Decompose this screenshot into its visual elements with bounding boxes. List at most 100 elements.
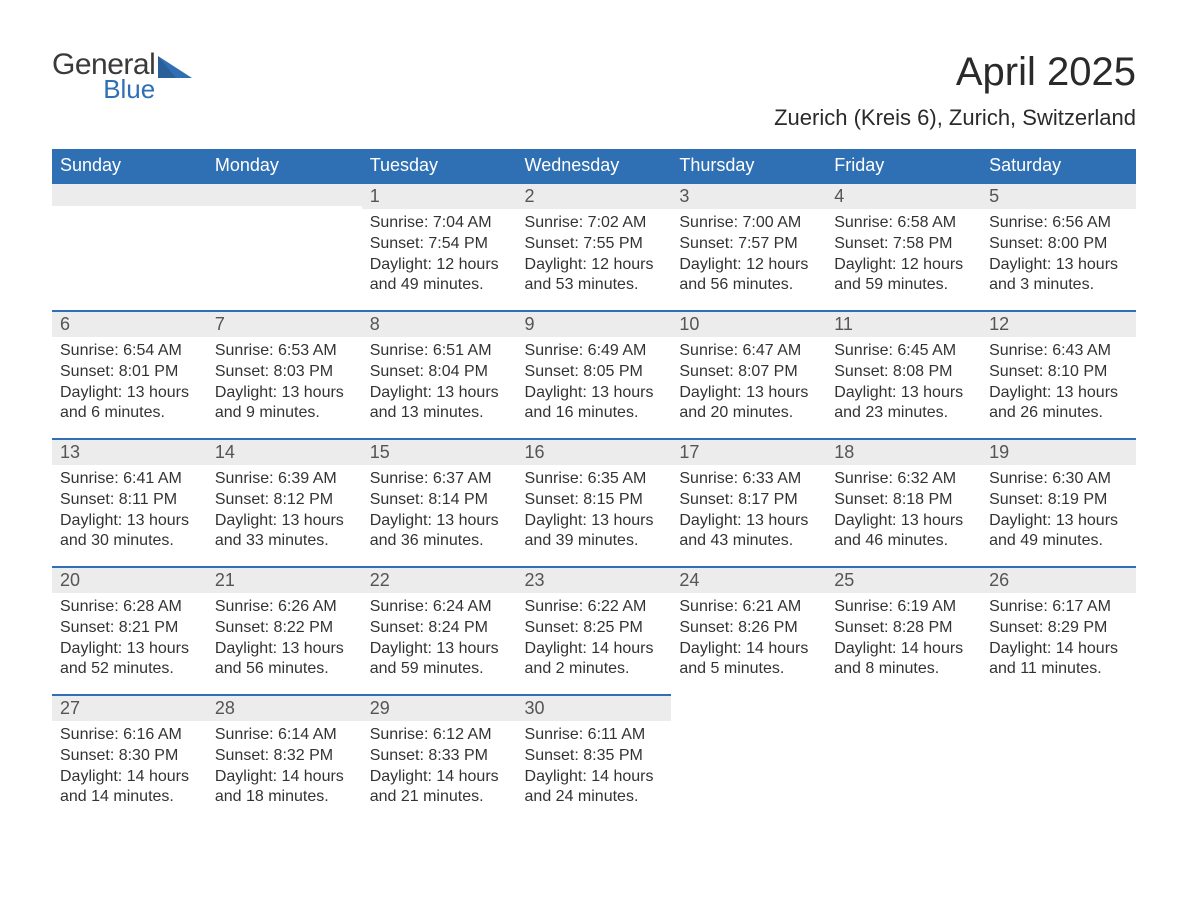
sunrise-text: Sunrise: 6:54 AM xyxy=(60,341,199,362)
day-data: Sunrise: 6:54 AMSunset: 8:01 PMDaylight:… xyxy=(52,337,207,430)
sunrise-text: Sunrise: 6:24 AM xyxy=(370,597,509,618)
day-data: Sunrise: 6:53 AMSunset: 8:03 PMDaylight:… xyxy=(207,337,362,430)
sunrise-text: Sunrise: 6:30 AM xyxy=(989,469,1128,490)
day-number: 8 xyxy=(362,310,517,337)
daylight-line-1: Daylight: 13 hours xyxy=(679,511,818,532)
day-number: 2 xyxy=(517,182,672,209)
day-data: Sunrise: 6:12 AMSunset: 8:33 PMDaylight:… xyxy=(362,721,517,814)
daylight-line-1: Daylight: 13 hours xyxy=(989,511,1128,532)
daylight-line-1: Daylight: 13 hours xyxy=(834,511,973,532)
day-number: 25 xyxy=(826,566,981,593)
day-data: Sunrise: 6:49 AMSunset: 8:05 PMDaylight:… xyxy=(517,337,672,430)
day-data: Sunrise: 6:16 AMSunset: 8:30 PMDaylight:… xyxy=(52,721,207,814)
sunrise-text: Sunrise: 6:32 AM xyxy=(834,469,973,490)
sunrise-text: Sunrise: 7:00 AM xyxy=(679,213,818,234)
daylight-line-1: Daylight: 13 hours xyxy=(60,383,199,404)
daylight-line-1: Daylight: 13 hours xyxy=(989,255,1128,276)
daylight-line-1: Daylight: 14 hours xyxy=(525,767,664,788)
daylight-line-1: Daylight: 13 hours xyxy=(525,383,664,404)
sunrise-text: Sunrise: 6:45 AM xyxy=(834,341,973,362)
sunrise-text: Sunrise: 6:35 AM xyxy=(525,469,664,490)
weekday-header: Saturday xyxy=(981,149,1136,182)
day-data: Sunrise: 6:21 AMSunset: 8:26 PMDaylight:… xyxy=(671,593,826,686)
sunset-text: Sunset: 8:25 PM xyxy=(525,618,664,639)
sunset-text: Sunset: 8:03 PM xyxy=(215,362,354,383)
daylight-line-2: and 6 minutes. xyxy=(60,403,199,424)
daylight-line-1: Daylight: 13 hours xyxy=(525,511,664,532)
daylight-line-2: and 30 minutes. xyxy=(60,531,199,552)
calendar-cell: 15Sunrise: 6:37 AMSunset: 8:14 PMDayligh… xyxy=(362,438,517,566)
sunrise-text: Sunrise: 6:53 AM xyxy=(215,341,354,362)
day-data: Sunrise: 6:11 AMSunset: 8:35 PMDaylight:… xyxy=(517,721,672,814)
daylight-line-2: and 11 minutes. xyxy=(989,659,1128,680)
sunrise-text: Sunrise: 6:28 AM xyxy=(60,597,199,618)
sunset-text: Sunset: 8:04 PM xyxy=(370,362,509,383)
calendar-cell: 26Sunrise: 6:17 AMSunset: 8:29 PMDayligh… xyxy=(981,566,1136,694)
day-data: Sunrise: 6:26 AMSunset: 8:22 PMDaylight:… xyxy=(207,593,362,686)
calendar-cell: 4Sunrise: 6:58 AMSunset: 7:58 PMDaylight… xyxy=(826,182,981,310)
month-title: April 2025 xyxy=(774,50,1136,95)
sunrise-text: Sunrise: 6:51 AM xyxy=(370,341,509,362)
weekday-header: Tuesday xyxy=(362,149,517,182)
calendar-cell: 12Sunrise: 6:43 AMSunset: 8:10 PMDayligh… xyxy=(981,310,1136,438)
day-number: 6 xyxy=(52,310,207,337)
daylight-line-2: and 53 minutes. xyxy=(525,275,664,296)
day-number: 1 xyxy=(362,182,517,209)
empty-day-strip xyxy=(207,182,362,206)
sunset-text: Sunset: 8:26 PM xyxy=(679,618,818,639)
day-number: 23 xyxy=(517,566,672,593)
daylight-line-1: Daylight: 13 hours xyxy=(60,511,199,532)
sunset-text: Sunset: 8:08 PM xyxy=(834,362,973,383)
daylight-line-1: Daylight: 12 hours xyxy=(679,255,818,276)
daylight-line-1: Daylight: 14 hours xyxy=(525,639,664,660)
sunrise-text: Sunrise: 6:39 AM xyxy=(215,469,354,490)
calendar-table: Sunday Monday Tuesday Wednesday Thursday… xyxy=(52,149,1136,822)
calendar-cell: 25Sunrise: 6:19 AMSunset: 8:28 PMDayligh… xyxy=(826,566,981,694)
day-number: 11 xyxy=(826,310,981,337)
daylight-line-2: and 56 minutes. xyxy=(215,659,354,680)
weekday-header-row: Sunday Monday Tuesday Wednesday Thursday… xyxy=(52,149,1136,182)
day-data: Sunrise: 6:56 AMSunset: 8:00 PMDaylight:… xyxy=(981,209,1136,302)
location-subtitle: Zuerich (Kreis 6), Zurich, Switzerland xyxy=(774,105,1136,131)
sunrise-text: Sunrise: 6:11 AM xyxy=(525,725,664,746)
daylight-line-2: and 49 minutes. xyxy=(370,275,509,296)
calendar-cell: 21Sunrise: 6:26 AMSunset: 8:22 PMDayligh… xyxy=(207,566,362,694)
day-data: Sunrise: 7:04 AMSunset: 7:54 PMDaylight:… xyxy=(362,209,517,302)
calendar-week-row: 13Sunrise: 6:41 AMSunset: 8:11 PMDayligh… xyxy=(52,438,1136,566)
sunset-text: Sunset: 8:10 PM xyxy=(989,362,1128,383)
sunrise-text: Sunrise: 6:21 AM xyxy=(679,597,818,618)
sunset-text: Sunset: 8:24 PM xyxy=(370,618,509,639)
sunrise-text: Sunrise: 6:41 AM xyxy=(60,469,199,490)
calendar-cell xyxy=(671,694,826,822)
day-number: 24 xyxy=(671,566,826,593)
sunrise-text: Sunrise: 6:19 AM xyxy=(834,597,973,618)
sunset-text: Sunset: 8:22 PM xyxy=(215,618,354,639)
sunrise-text: Sunrise: 6:49 AM xyxy=(525,341,664,362)
day-number: 30 xyxy=(517,694,672,721)
sunrise-text: Sunrise: 6:22 AM xyxy=(525,597,664,618)
day-data: Sunrise: 6:43 AMSunset: 8:10 PMDaylight:… xyxy=(981,337,1136,430)
day-data: Sunrise: 6:47 AMSunset: 8:07 PMDaylight:… xyxy=(671,337,826,430)
day-number: 3 xyxy=(671,182,826,209)
calendar-cell: 27Sunrise: 6:16 AMSunset: 8:30 PMDayligh… xyxy=(52,694,207,822)
sunset-text: Sunset: 8:01 PM xyxy=(60,362,199,383)
calendar-week-row: 6Sunrise: 6:54 AMSunset: 8:01 PMDaylight… xyxy=(52,310,1136,438)
sunset-text: Sunset: 8:18 PM xyxy=(834,490,973,511)
daylight-line-1: Daylight: 13 hours xyxy=(215,639,354,660)
calendar-cell: 14Sunrise: 6:39 AMSunset: 8:12 PMDayligh… xyxy=(207,438,362,566)
calendar-cell: 20Sunrise: 6:28 AMSunset: 8:21 PMDayligh… xyxy=(52,566,207,694)
daylight-line-1: Daylight: 13 hours xyxy=(679,383,818,404)
daylight-line-1: Daylight: 13 hours xyxy=(370,383,509,404)
sunrise-text: Sunrise: 6:43 AM xyxy=(989,341,1128,362)
daylight-line-2: and 59 minutes. xyxy=(834,275,973,296)
day-data: Sunrise: 6:45 AMSunset: 8:08 PMDaylight:… xyxy=(826,337,981,430)
daylight-line-2: and 18 minutes. xyxy=(215,787,354,808)
sunset-text: Sunset: 7:54 PM xyxy=(370,234,509,255)
sunset-text: Sunset: 7:55 PM xyxy=(525,234,664,255)
calendar-week-row: 20Sunrise: 6:28 AMSunset: 8:21 PMDayligh… xyxy=(52,566,1136,694)
calendar-cell: 10Sunrise: 6:47 AMSunset: 8:07 PMDayligh… xyxy=(671,310,826,438)
daylight-line-1: Daylight: 14 hours xyxy=(370,767,509,788)
day-number: 10 xyxy=(671,310,826,337)
sunset-text: Sunset: 8:33 PM xyxy=(370,746,509,767)
daylight-line-2: and 23 minutes. xyxy=(834,403,973,424)
